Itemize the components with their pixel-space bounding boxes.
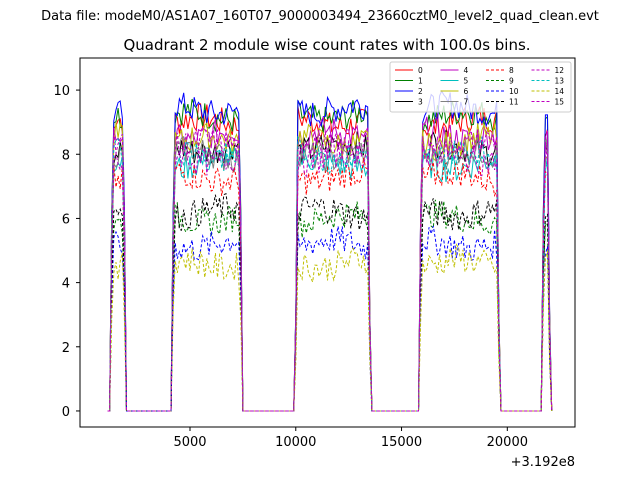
- legend-label-2: 2: [418, 87, 423, 96]
- series-line-5: [107, 147, 553, 412]
- y-tick-label: 8: [62, 148, 70, 163]
- x-axis: 5000 10000 15000 20000: [173, 427, 528, 450]
- chart-title: Quadrant 2 module wise count rates with …: [123, 36, 530, 54]
- legend-label-13: 13: [555, 77, 565, 86]
- legend-label-5: 5: [464, 77, 469, 86]
- legend-label-3: 3: [418, 98, 423, 107]
- x-tick-label: 20000: [487, 435, 528, 450]
- series-line-9: [107, 199, 553, 412]
- x-offset-label: +3.192e8: [511, 455, 575, 470]
- plot-series-group: [107, 89, 553, 412]
- series-line-15: [107, 139, 553, 412]
- y-tick-label: 4: [62, 277, 70, 292]
- y-tick-label: 2: [62, 341, 70, 356]
- legend-label-9: 9: [509, 77, 514, 86]
- legend-label-4: 4: [464, 66, 469, 75]
- y-tick-label: 0: [62, 405, 70, 420]
- y-axis: 0 2 4 6 8 10: [53, 84, 80, 420]
- legend-label-10: 10: [509, 87, 519, 96]
- figure-suptitle: Data file: modeM0/AS1A07_160T07_90000034…: [41, 9, 599, 24]
- legend-label-8: 8: [509, 66, 514, 75]
- y-tick-label: 10: [53, 84, 70, 99]
- series-line-13: [107, 135, 553, 412]
- series-line-1: [107, 98, 553, 412]
- y-tick-label: 6: [62, 212, 70, 227]
- legend-label-11: 11: [509, 98, 519, 107]
- legend-label-6: 6: [464, 87, 469, 96]
- series-line-11: [107, 192, 553, 412]
- series-line-10: [107, 225, 553, 412]
- legend-label-15: 15: [555, 98, 565, 107]
- legend-label-1: 1: [418, 77, 423, 86]
- legend-label-7: 7: [464, 98, 469, 107]
- series-line-14: [107, 243, 553, 412]
- legend-label-12: 12: [555, 66, 565, 75]
- legend-label-14: 14: [555, 87, 565, 96]
- plot-frame: [79, 57, 576, 428]
- series-line-12: [107, 127, 553, 412]
- x-tick-label: 5000: [173, 435, 206, 450]
- series-line-7: [107, 135, 553, 412]
- series-line-6: [107, 122, 553, 412]
- legend-box: [389, 61, 572, 113]
- series-line-8: [107, 157, 553, 412]
- x-tick-label: 15000: [381, 435, 422, 450]
- x-tick-label: 10000: [275, 435, 316, 450]
- legend-label-0: 0: [418, 66, 423, 75]
